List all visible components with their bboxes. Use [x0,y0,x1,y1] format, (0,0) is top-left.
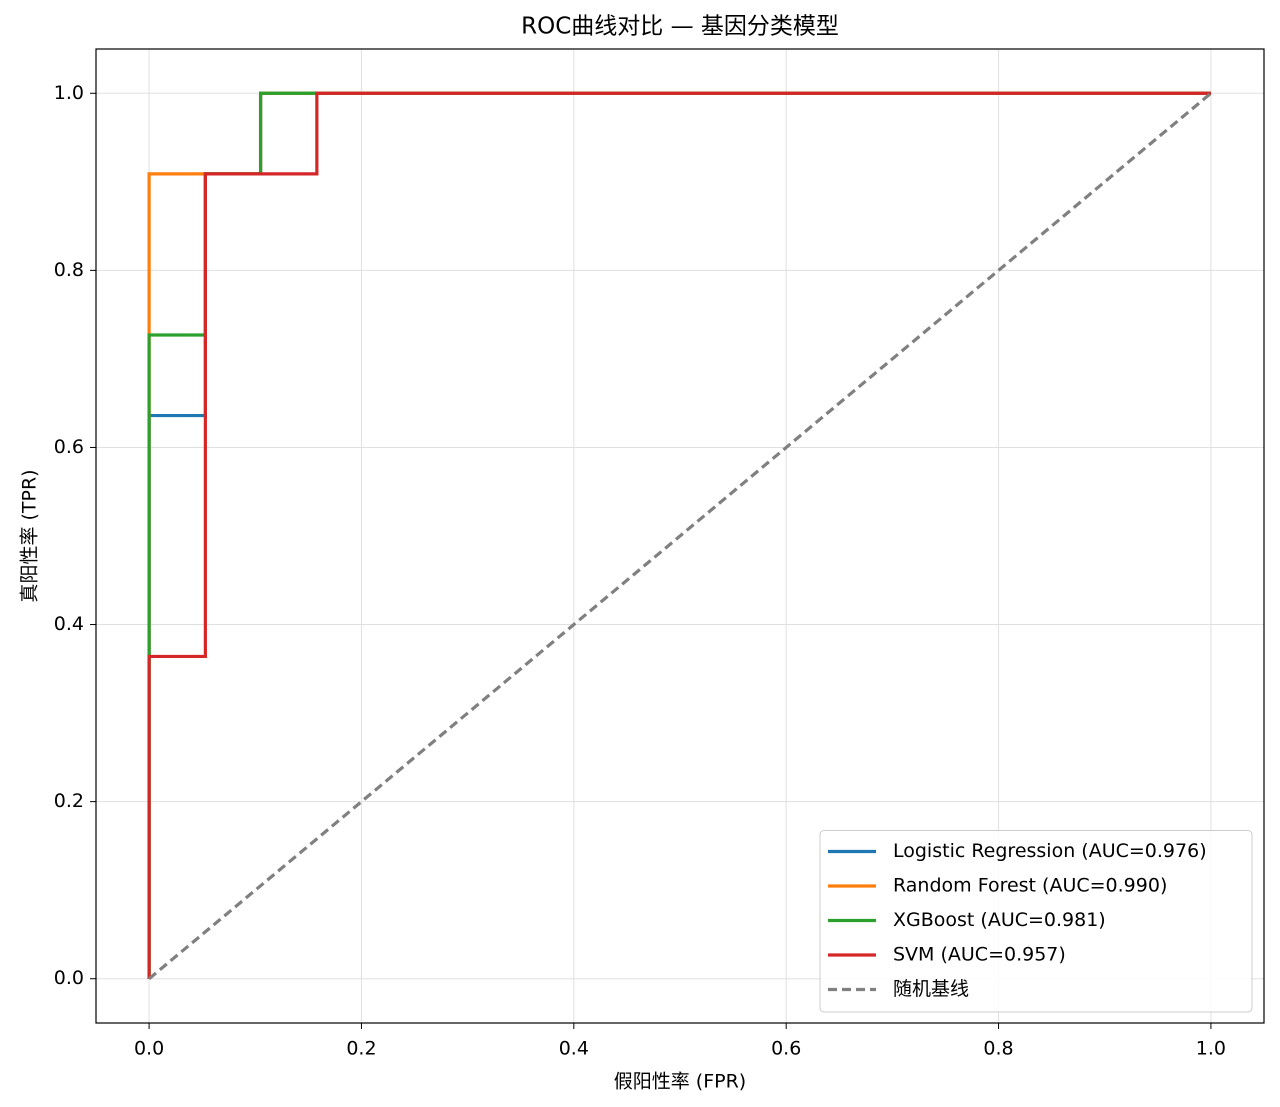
x-tick-label: 0.8 [983,1038,1013,1060]
y-tick-label: 0.8 [54,259,84,281]
x-axis-label: 假阳性率 (FPR) [614,1071,746,1093]
y-tick-label: 0.2 [54,790,84,812]
x-tick-label: 1.0 [1196,1038,1226,1060]
roc-line [147,91,1211,979]
legend-box [819,830,1253,1013]
legend-label: Random Forest (AUC=0.990) [893,875,1167,897]
x-tick-label: 0.0 [134,1038,164,1060]
y-axis-label: 真阳性率 (TPR) [19,469,41,602]
y-tick-label: 0.4 [54,613,84,635]
legend-label: SVM (AUC=0.957) [893,944,1066,966]
y-tick-label: 0.6 [54,436,84,458]
legend-label: XGBoost (AUC=0.981) [893,909,1106,931]
y-tick-label: 1.0 [54,82,84,104]
x-tick-label: 0.4 [559,1038,589,1060]
legend-label: 随机基线 [893,978,969,1000]
axes-frame [95,48,1265,1024]
x-tick-label: 0.2 [346,1038,376,1060]
roc-line [148,92,1212,980]
legend-label: Logistic Regression (AUC=0.976) [893,840,1207,862]
y-tick-label: 0.0 [54,967,84,989]
chart-title: ROC曲线对比 — 基因分类模型 [521,14,839,40]
x-tick-label: 0.6 [771,1038,801,1060]
